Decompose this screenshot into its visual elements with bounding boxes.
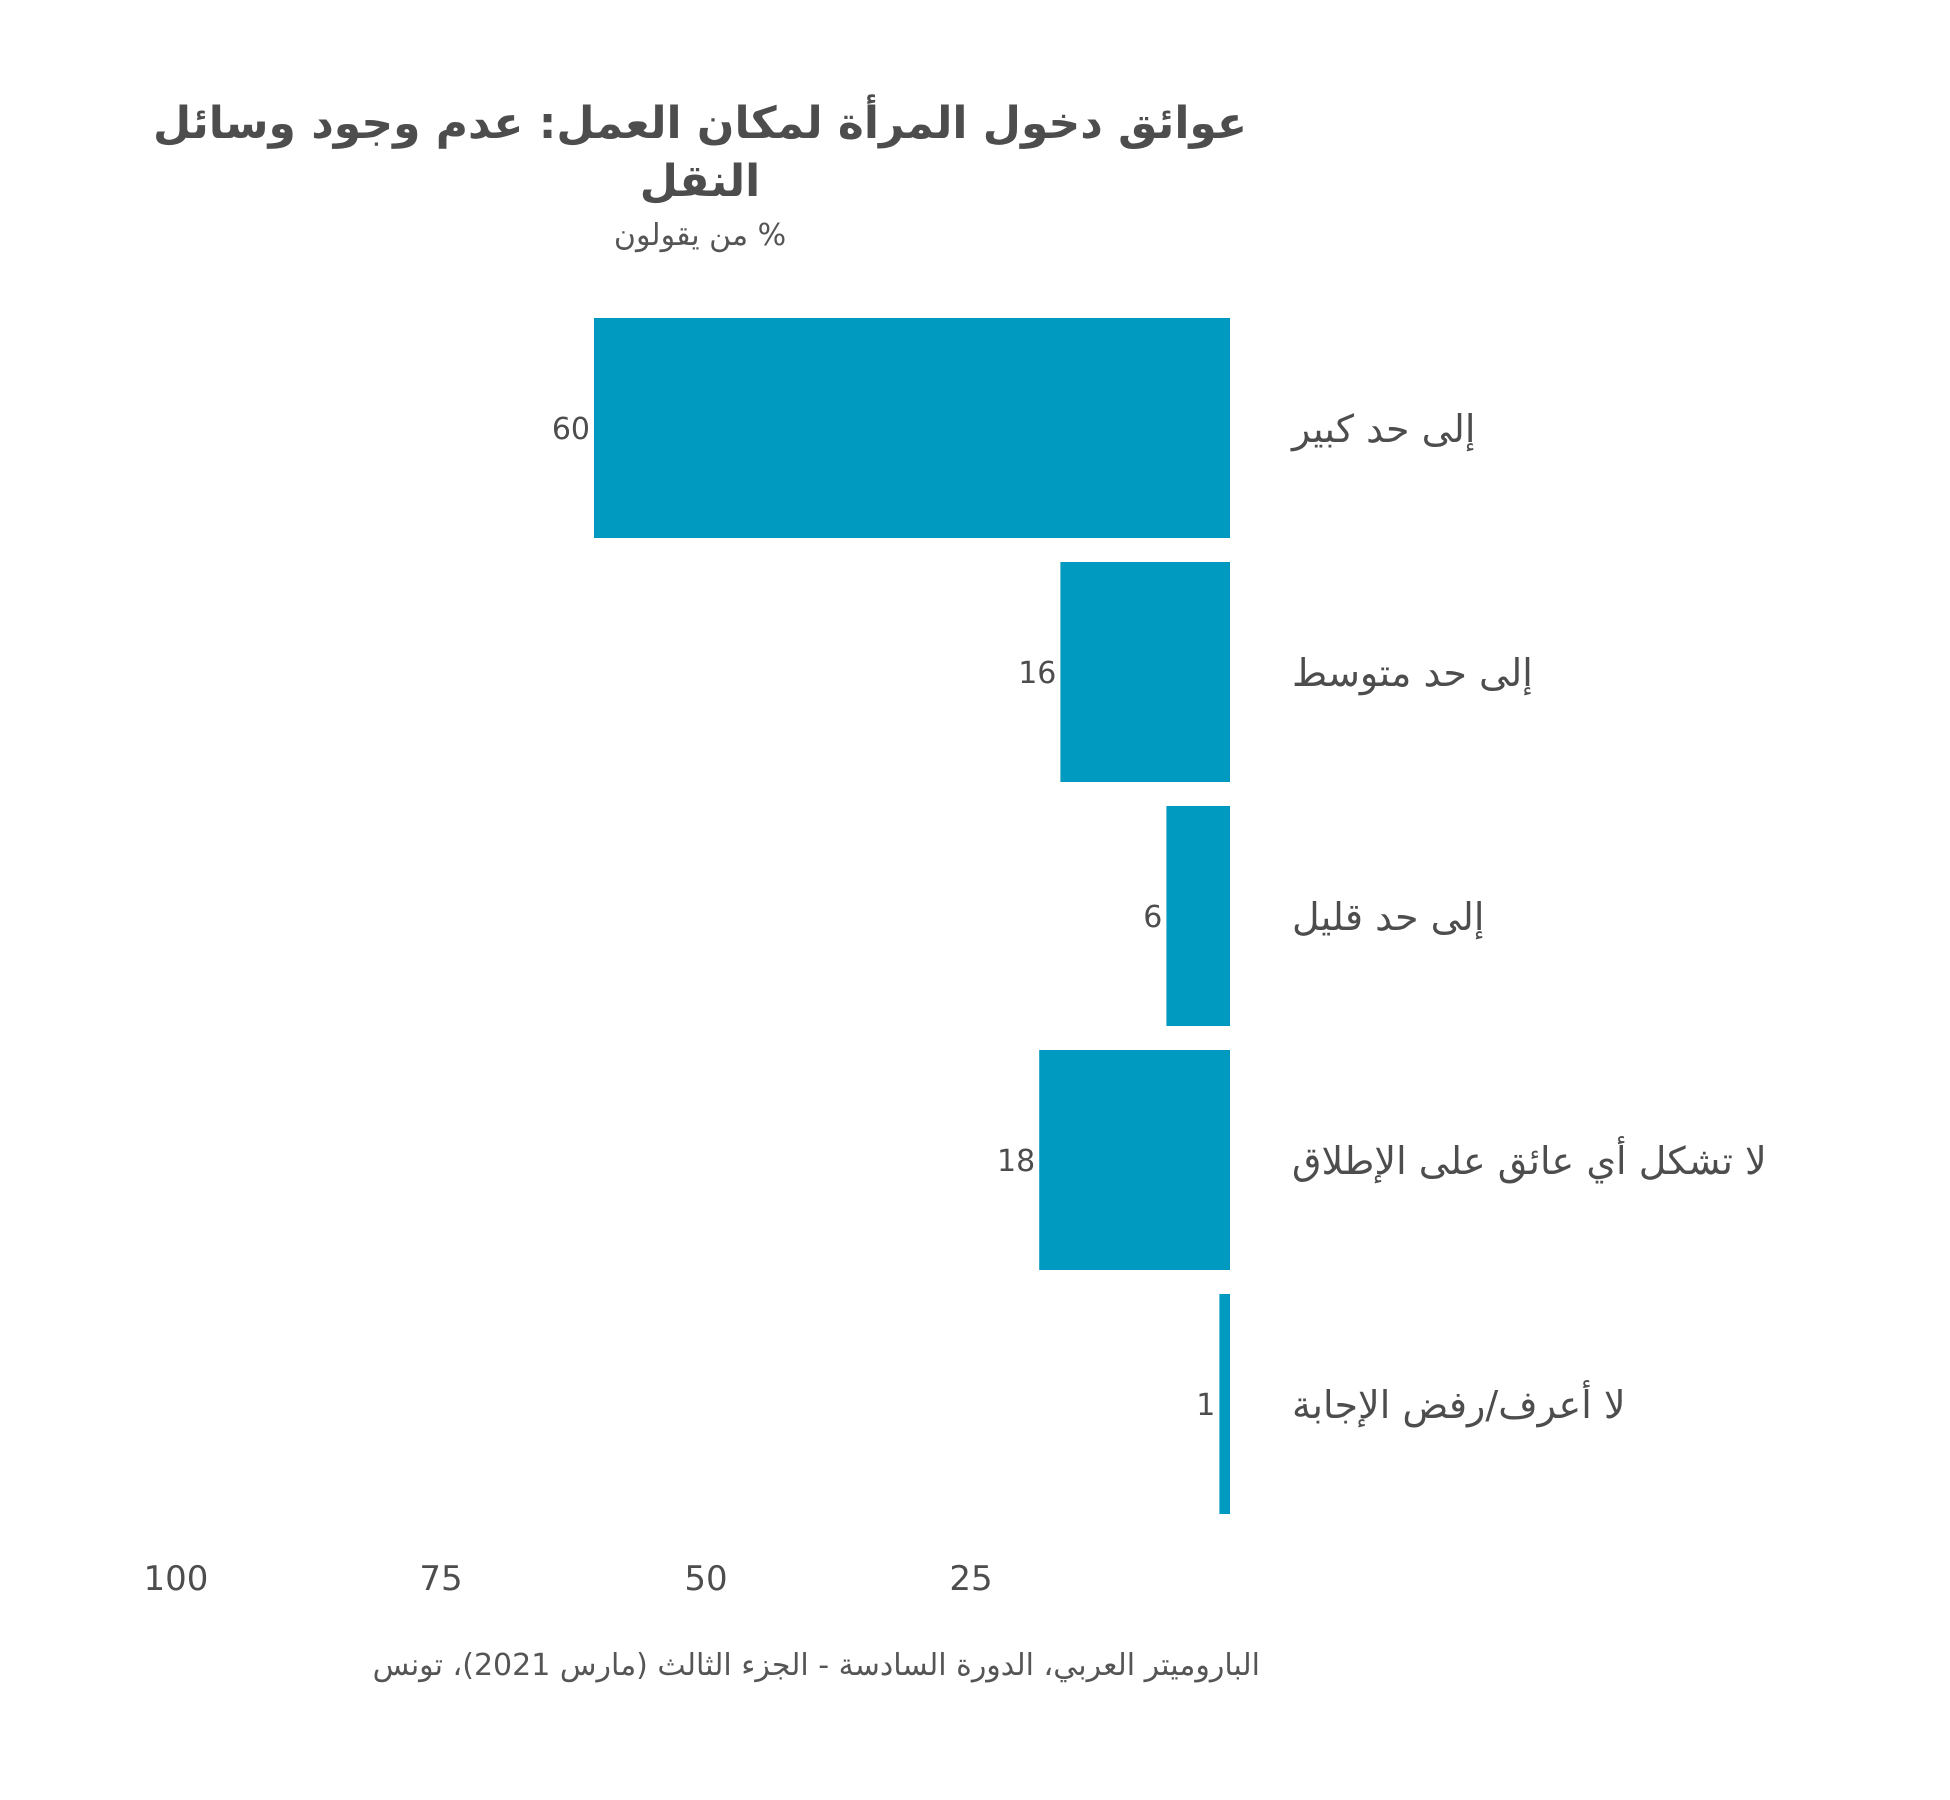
value-label-3: 18 [997,1144,1035,1179]
category-label-4: لا أعرف/رفض الإجابة [1292,1380,1626,1428]
value-label-1: 16 [1018,656,1056,691]
x-tick-label-0: 100 [144,1559,209,1599]
category-label-1: إلى حد متوسط [1292,651,1533,696]
bar-1 [1060,562,1230,782]
bars-group [594,318,1230,1514]
bar-3 [1039,1050,1230,1270]
x-tick-label-1: 75 [419,1559,462,1599]
chart-title: عوائق دخول المرأة لمكان العمل: عدم وجود … [152,98,1248,207]
x-tick-label-3: 25 [949,1559,992,1599]
bar-2 [1166,806,1230,1026]
x-axis-ticks: 100 75 50 25 [144,1559,993,1599]
value-label-0: 60 [552,412,590,447]
bar-4 [1219,1294,1230,1514]
bar-0 [594,318,1230,538]
value-label-2: 6 [1143,900,1162,935]
category-label-2: إلى حد قليل [1292,895,1484,940]
category-labels-group: إلى حد كبير إلى حد متوسط إلى حد قليل لا تشك… [1290,407,1767,1428]
value-labels-group: 60 16 6 18 1 [552,412,1216,1423]
chart-source: الباروميتر العربي، الدورة السادسة - الجز… [372,1648,1260,1683]
x-tick-label-2: 50 [684,1559,727,1599]
category-label-0: إلى حد كبير [1290,407,1475,452]
category-label-3: لا تشكل أي عائق على الإطلاق [1292,1136,1767,1184]
value-label-4: 1 [1196,1388,1215,1423]
chart-subtitle: % من يقولون [613,218,787,253]
